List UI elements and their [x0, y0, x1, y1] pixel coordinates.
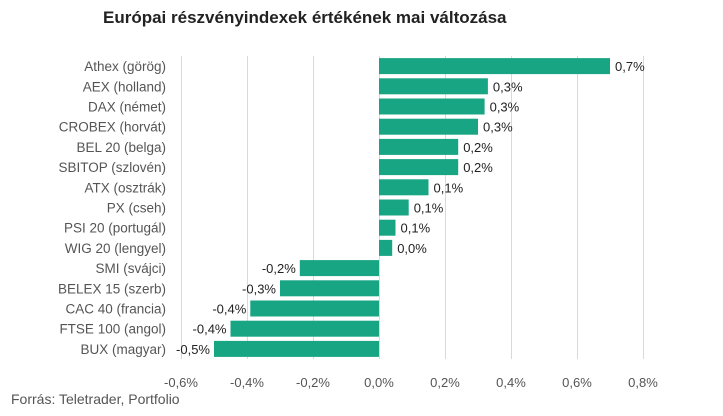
category-label: SMI (svájci)	[96, 261, 167, 276]
value-label: 0,2%	[463, 160, 493, 175]
category-label: ATX (osztrák)	[84, 180, 166, 195]
bar	[379, 159, 459, 176]
bar	[299, 260, 379, 277]
category-label: CAC 40 (francia)	[65, 302, 166, 317]
x-tick-label: -0,2%	[296, 375, 330, 390]
category-label: BELEX 15 (szerb)	[58, 281, 166, 296]
category-label: BUX (magyar)	[80, 342, 166, 357]
bar	[379, 199, 409, 216]
category-label: DAX (német)	[88, 100, 166, 115]
value-label: -0,4%	[212, 302, 246, 317]
bar	[379, 179, 429, 196]
value-label: 0,3%	[493, 79, 523, 94]
value-labels: 0,7% 0,3% 0,3% 0,3% 0,2% 0,2% 0,1% 0,1% 0,1% 0,0%…	[176, 59, 645, 357]
source-note: Forrás: Teletrader, Portfolio	[11, 391, 180, 407]
value-label: -0,2%	[262, 261, 296, 276]
category-labels: Athex (görög) AEX (holland) DAX (német) CRO…	[58, 59, 166, 357]
value-label: -0,4%	[193, 322, 227, 337]
value-label: 0,0%	[397, 241, 427, 256]
bar	[250, 300, 379, 317]
bar	[280, 280, 379, 297]
x-tick-label: 0,0%	[364, 375, 394, 390]
category-label: Athex (görög)	[84, 59, 166, 74]
value-label: 0,1%	[434, 180, 464, 195]
bar	[379, 239, 393, 256]
value-label: -0,3%	[242, 281, 276, 296]
bar	[379, 98, 485, 115]
value-label: 0,2%	[463, 140, 493, 155]
value-label: 0,1%	[401, 221, 431, 236]
category-label: PX (cseh)	[107, 201, 166, 216]
category-label: WIG 20 (lengyel)	[65, 241, 166, 256]
x-tick-label: -0,4%	[230, 375, 264, 390]
value-label: 0,1%	[414, 201, 444, 216]
value-label: -0,5%	[176, 342, 210, 357]
category-label: SBITOP (szlovén)	[58, 160, 166, 175]
category-label: PSI 20 (portugál)	[64, 221, 166, 236]
bars	[214, 58, 610, 357]
bar	[379, 118, 478, 135]
bar	[230, 320, 379, 337]
value-label: 0,7%	[615, 59, 645, 74]
x-tick-label: 0,8%	[628, 375, 658, 390]
bar	[379, 58, 610, 75]
bar	[379, 138, 459, 155]
x-tick-label: 0,2%	[430, 375, 460, 390]
category-label: FTSE 100 (angol)	[59, 322, 166, 337]
category-label: AEX (holland)	[83, 79, 166, 94]
x-tick-label: 0,4%	[496, 375, 526, 390]
bar	[379, 219, 396, 236]
bar	[214, 340, 379, 357]
value-label: 0,3%	[490, 100, 520, 115]
x-axis-ticks: -0,6% -0,4% -0,2% 0,0% 0,2% 0,4% 0,6% 0,8%	[164, 375, 658, 390]
category-label: BEL 20 (belga)	[76, 140, 166, 155]
chart-title: Európai részvényindexek értékének mai vá…	[103, 8, 507, 27]
category-label: CROBEX (horvát)	[59, 120, 166, 135]
bar	[379, 78, 488, 95]
x-tick-label: -0,6%	[164, 375, 198, 390]
value-label: 0,3%	[483, 120, 513, 135]
x-tick-label: 0,6%	[562, 375, 592, 390]
